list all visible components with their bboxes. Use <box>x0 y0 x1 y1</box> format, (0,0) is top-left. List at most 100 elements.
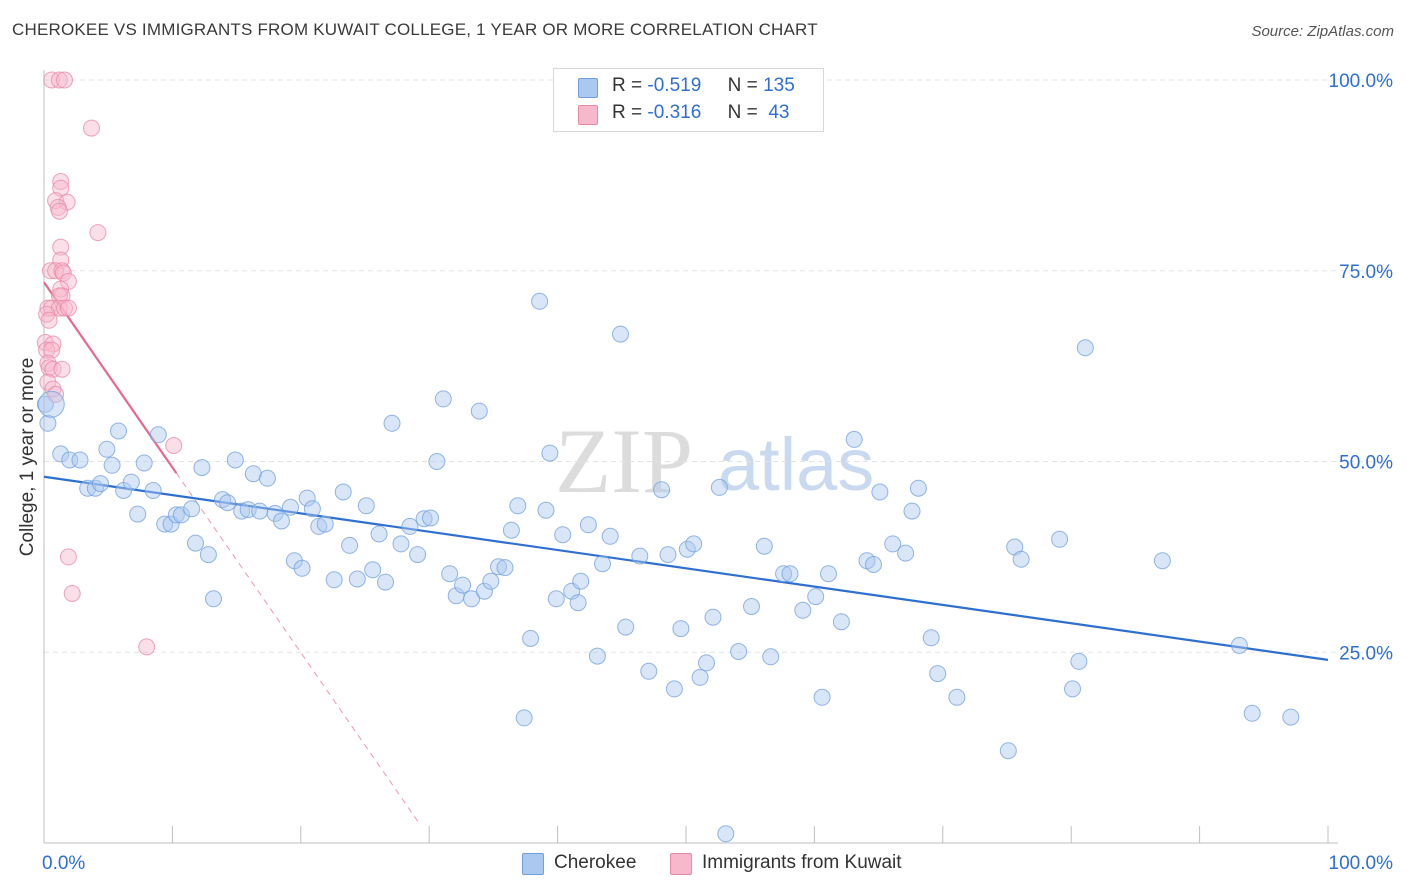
point-kuwait <box>53 360 71 378</box>
point-cherokee <box>205 590 222 608</box>
point-cherokee <box>1243 704 1261 722</box>
point-cherokee <box>755 537 773 555</box>
point-cherokee <box>364 561 382 579</box>
point-cherokee <box>617 618 635 636</box>
x-tick-label: 100.0% <box>1329 853 1394 874</box>
point-cherokee <box>348 570 366 588</box>
point-cherokee <box>1012 550 1030 568</box>
point-cherokee <box>572 572 590 590</box>
point-cherokee <box>531 292 549 310</box>
legend-n-value-cherokee: 135 <box>763 75 795 96</box>
point-cherokee <box>303 500 321 518</box>
point-cherokee <box>422 509 439 527</box>
point-cherokee <box>61 451 79 469</box>
point-cherokee <box>903 502 921 520</box>
y-axis-label: College, 1 year or more <box>17 357 38 557</box>
point-cherokee <box>39 414 57 432</box>
axes <box>43 70 1338 844</box>
point-kuwait <box>47 385 65 403</box>
watermark-atlas: atlas <box>718 423 874 506</box>
point-cherokee <box>258 469 276 487</box>
point-cherokee <box>730 643 748 660</box>
legend-n-label: N = <box>727 102 758 123</box>
point-kuwait <box>54 264 72 282</box>
point-cherokee <box>948 688 966 706</box>
point-kuwait <box>56 71 73 89</box>
bottom-legend-label-cherokee: Cherokee <box>554 852 637 873</box>
legend-swatch-cherokee <box>578 78 598 98</box>
legend-r-value-kuwait: -0.316 <box>647 102 702 123</box>
point-cherokee <box>871 483 889 501</box>
point-cherokee <box>293 559 311 577</box>
legend-r-value-cherokee: -0.519 <box>647 75 702 96</box>
point-cherokee <box>781 565 799 583</box>
point-cherokee <box>282 498 299 516</box>
point-kuwait <box>39 373 57 391</box>
point-cherokee <box>640 662 658 680</box>
point-cherokee <box>1051 530 1069 548</box>
point-cherokee <box>762 648 780 666</box>
point-cherokee <box>579 516 597 534</box>
point-kuwait <box>138 638 156 656</box>
point-cherokee <box>691 668 709 686</box>
point-cherokee <box>187 534 204 552</box>
point-cherokee <box>37 390 65 418</box>
point-cherokee <box>909 479 927 497</box>
point-cherokee <box>475 582 493 600</box>
point-cherokee <box>832 613 850 631</box>
point-kuwait <box>56 299 73 317</box>
point-cherokee <box>659 546 677 564</box>
point-kuwait <box>41 262 59 280</box>
point-cherokee <box>110 422 127 440</box>
point-cherokee <box>71 451 89 469</box>
point-cherokee <box>193 459 211 477</box>
point-cherokee <box>183 500 201 518</box>
point-cherokee <box>36 395 54 413</box>
point-cherokee <box>612 325 629 343</box>
point-kuwait <box>43 341 61 359</box>
point-cherokee <box>316 515 334 533</box>
point-cherokee <box>794 601 812 619</box>
point-kuwait <box>52 173 70 190</box>
point-cherokee <box>541 444 559 462</box>
bottom-legend-swatch-cherokee <box>522 853 544 875</box>
legend-r-label: R = <box>612 102 643 123</box>
point-cherokee <box>704 608 722 626</box>
point-cherokee <box>569 594 587 612</box>
point-kuwait <box>40 311 58 329</box>
point-cherokee <box>594 555 611 573</box>
point-cherokee <box>522 630 540 647</box>
point-cherokee <box>502 521 520 539</box>
point-cherokee <box>897 544 915 562</box>
point-cherokee <box>717 825 735 843</box>
legend-swatch-kuwait <box>578 105 598 125</box>
point-cherokee <box>401 517 419 535</box>
point-cherokee <box>463 590 481 608</box>
point-cherokee <box>1153 552 1171 570</box>
point-kuwait <box>44 360 62 378</box>
point-cherokee <box>537 501 555 519</box>
trend-line-kuwait-extension <box>175 472 421 826</box>
point-cherokee <box>409 546 427 564</box>
point-cherokee <box>775 565 793 583</box>
point-cherokee <box>92 475 109 493</box>
point-cherokee <box>86 479 104 497</box>
point-cherokee <box>434 390 452 408</box>
point-cherokee <box>244 465 262 483</box>
point-cherokee <box>377 573 394 591</box>
point-cherokee <box>52 445 70 463</box>
point-cherokee <box>370 525 388 543</box>
source-credit: Source: ZipAtlas.com <box>1251 23 1394 40</box>
trend-line-cherokee <box>43 475 1329 661</box>
point-cherokee <box>122 473 140 491</box>
point-kuwait <box>50 71 68 89</box>
point-kuwait <box>38 341 56 359</box>
y-tick-label: 25.0% <box>1339 643 1393 664</box>
point-cherokee <box>156 515 174 533</box>
point-cherokee <box>357 497 375 515</box>
point-kuwait <box>89 224 107 242</box>
point-cherokee <box>845 430 863 448</box>
point-cherokee <box>199 546 217 564</box>
point-cherokee <box>1070 652 1088 670</box>
